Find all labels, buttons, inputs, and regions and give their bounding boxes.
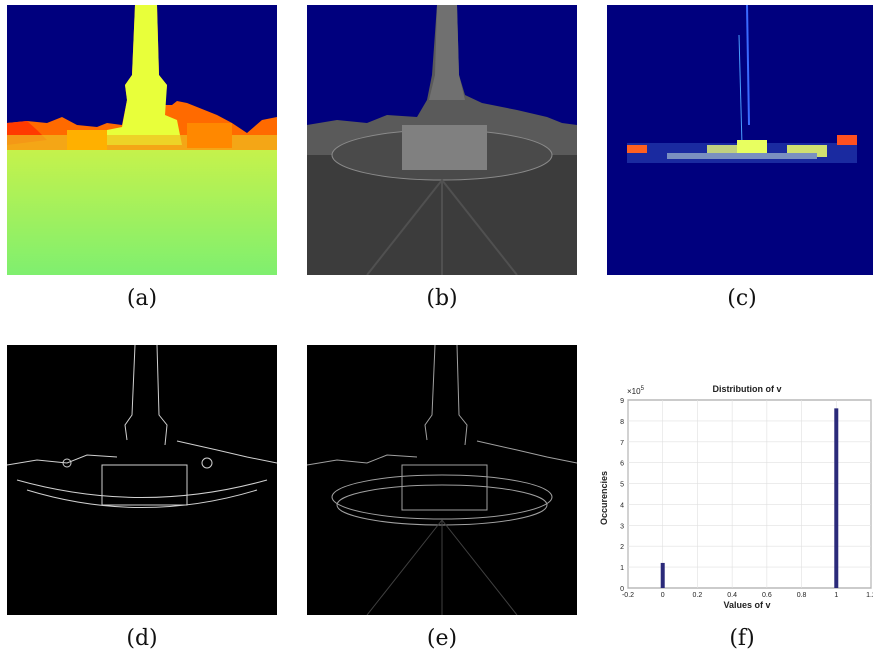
y-exponent-label: ×105 (627, 386, 645, 396)
depth-map-image (7, 5, 277, 275)
caption-b: (b) (426, 286, 458, 311)
y-tick-label: 1 (620, 565, 624, 572)
x-axis-label: Values of v (723, 600, 770, 610)
x-tick-label: 0.4 (727, 592, 737, 599)
plot-frame (627, 399, 872, 589)
grayscale-photo-image (307, 5, 577, 275)
bar (660, 562, 665, 588)
jet-colormap-panel (607, 5, 873, 275)
y-tick-label: 2 (620, 544, 624, 551)
y-tick-label: 0 (620, 586, 624, 593)
caption-d: (d) (126, 626, 158, 651)
y-axis-label: Occurencies (599, 471, 609, 525)
edge-map-image (7, 345, 277, 615)
gradient-magnitude-image (307, 345, 577, 615)
caption-a: (a) (126, 286, 158, 311)
jet-colormap-image (607, 5, 873, 275)
x-tick-label: 1 (834, 592, 838, 599)
depth-map-panel (7, 5, 277, 275)
caption-c: (c) (727, 286, 757, 311)
gradient-magnitude-panel (307, 345, 577, 615)
y-tick-label: 3 (620, 523, 624, 530)
y-tick-label: 5 (620, 482, 624, 489)
x-tick-label: 0.6 (762, 592, 772, 599)
x-tick-label: -0.2 (622, 592, 634, 599)
chart-title: Distribution of v (713, 384, 782, 394)
edge-map-panel (7, 345, 277, 615)
x-tick-label: 0 (661, 592, 665, 599)
grayscale-photo-panel (307, 5, 577, 275)
bar (834, 408, 839, 588)
y-tick-label: 8 (620, 419, 624, 426)
y-tick-label: 4 (620, 502, 624, 509)
y-tick-label: 9 (620, 398, 624, 405)
x-tick-label: 0.2 (693, 592, 703, 599)
y-tick-label: 7 (620, 440, 624, 447)
x-tick-label: 1.2 (866, 592, 873, 599)
caption-e: (e) (426, 626, 458, 651)
y-tick-label: 6 (620, 461, 624, 468)
x-tick-label: 0.8 (797, 592, 807, 599)
caption-f: (f) (729, 626, 755, 651)
